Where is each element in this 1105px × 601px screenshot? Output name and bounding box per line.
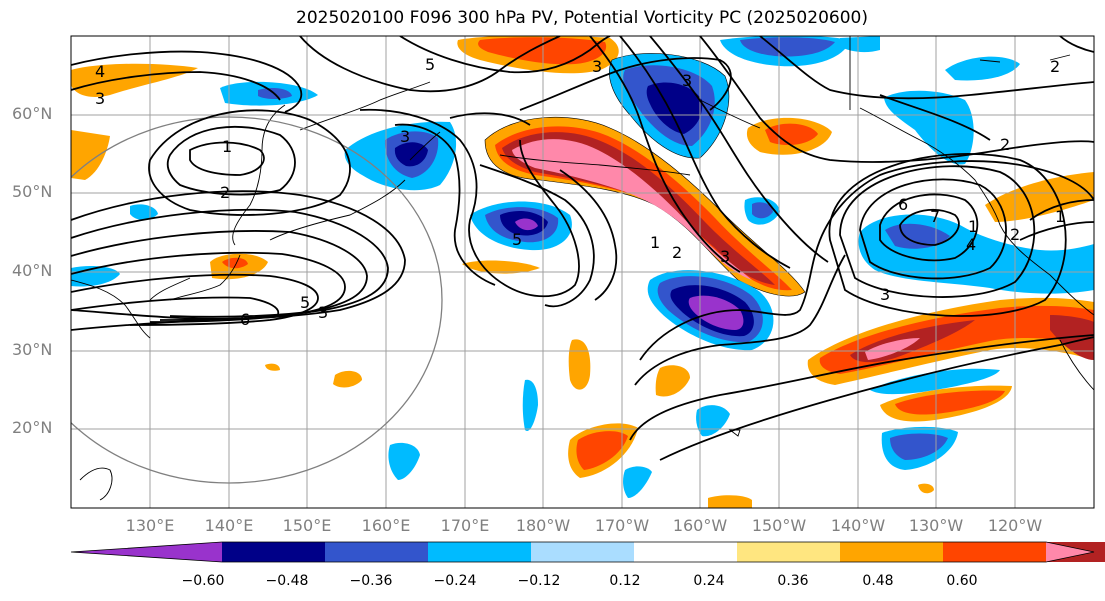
colorbar-tick-label: −0.24: [433, 573, 477, 589]
contour-label: 4: [966, 235, 976, 254]
contour-label: 5: [425, 55, 435, 74]
colorbar-tick-label: 0.36: [777, 573, 809, 589]
colorbar-tick-label: 0.12: [609, 573, 641, 589]
colorbar-swatch: [1046, 542, 1094, 562]
colorbar-swatch: [737, 542, 841, 562]
colorbar-swatch: [325, 542, 429, 562]
colorbar-tick-label: −0.60: [181, 573, 225, 589]
colorbar-outline: [70, 541, 1095, 563]
contour-label: 3: [720, 247, 730, 266]
colorbar-tick-label: −0.48: [265, 573, 309, 589]
contour-label: 3: [318, 303, 328, 322]
contour-label: 1: [1055, 207, 1065, 226]
colorbar-tick-label: 0.48: [862, 573, 894, 589]
lon-label: 140°E: [204, 516, 254, 535]
colorbar-tick-label: −0.36: [349, 573, 393, 589]
lon-label: 180°W: [515, 516, 571, 535]
colorbar-tick-label: 0.24: [693, 573, 725, 589]
contour-label: 7: [930, 207, 940, 226]
colorbar-tick-label: −0.12: [517, 573, 561, 589]
colorbar-swatch: [634, 542, 738, 562]
lon-label: 160°W: [672, 516, 728, 535]
contour-label: 2: [1000, 135, 1010, 154]
colorbar-tick-label: 0.60: [946, 573, 978, 589]
lon-label: 160°E: [361, 516, 411, 535]
map-title: 2025020100 F096 300 hPa PV, Potential Vo…: [296, 8, 868, 28]
pv-contours: [71, 36, 1094, 461]
lon-label: 150°W: [751, 516, 807, 535]
contour-label: 5: [512, 230, 522, 249]
lat-label: 30°N: [12, 340, 53, 359]
contour-label: 3: [400, 127, 410, 146]
colorbar-swatch: [222, 542, 326, 562]
contour-label: 3: [682, 71, 692, 90]
contour-label: 2: [220, 183, 230, 202]
lat-label: 60°N: [12, 104, 53, 123]
lon-label: 140°W: [830, 516, 886, 535]
contour-label: 1: [222, 137, 232, 156]
reference-circle: [71, 116, 443, 484]
contour-labels: 5 4 3 1 2 3 6 5 5 3 1 2 3 3 2 6 7 1 4 1 …: [95, 55, 1065, 329]
contour-label: 6: [898, 195, 908, 214]
contour-label: 2: [672, 243, 682, 262]
lat-label: 50°N: [12, 182, 53, 201]
lon-label: 170°W: [594, 516, 650, 535]
contour-label: 3: [95, 89, 105, 108]
colorbar-swatch: [428, 542, 532, 562]
contour-label: 6: [240, 310, 250, 329]
contour-label: 1: [650, 233, 660, 252]
lon-label: 130°E: [125, 516, 175, 535]
contour-label: 3: [592, 57, 602, 76]
lon-label: 130°W: [908, 516, 964, 535]
contour-label: 2: [1050, 57, 1060, 76]
pv-anomaly-fills: [71, 36, 1094, 508]
colorbar-swatch: [943, 542, 1047, 562]
colorbar-swatch: [71, 542, 222, 562]
colorbar-swatch: [840, 542, 944, 562]
contour-label: 5: [300, 293, 310, 312]
contour-label: 2: [1010, 225, 1020, 244]
contour-label: 1: [968, 217, 978, 236]
lon-label: 150°E: [282, 516, 332, 535]
colorbar: [70, 541, 1105, 563]
contour-label: 3: [880, 285, 890, 304]
lon-label: 120°W: [987, 516, 1043, 535]
lon-label: 170°E: [440, 516, 490, 535]
colorbar-swatch: [531, 542, 635, 562]
lat-label: 40°N: [12, 261, 53, 280]
map-frame: [70, 35, 1095, 509]
contour-label: 4: [95, 62, 105, 81]
lat-label: 20°N: [12, 418, 53, 437]
